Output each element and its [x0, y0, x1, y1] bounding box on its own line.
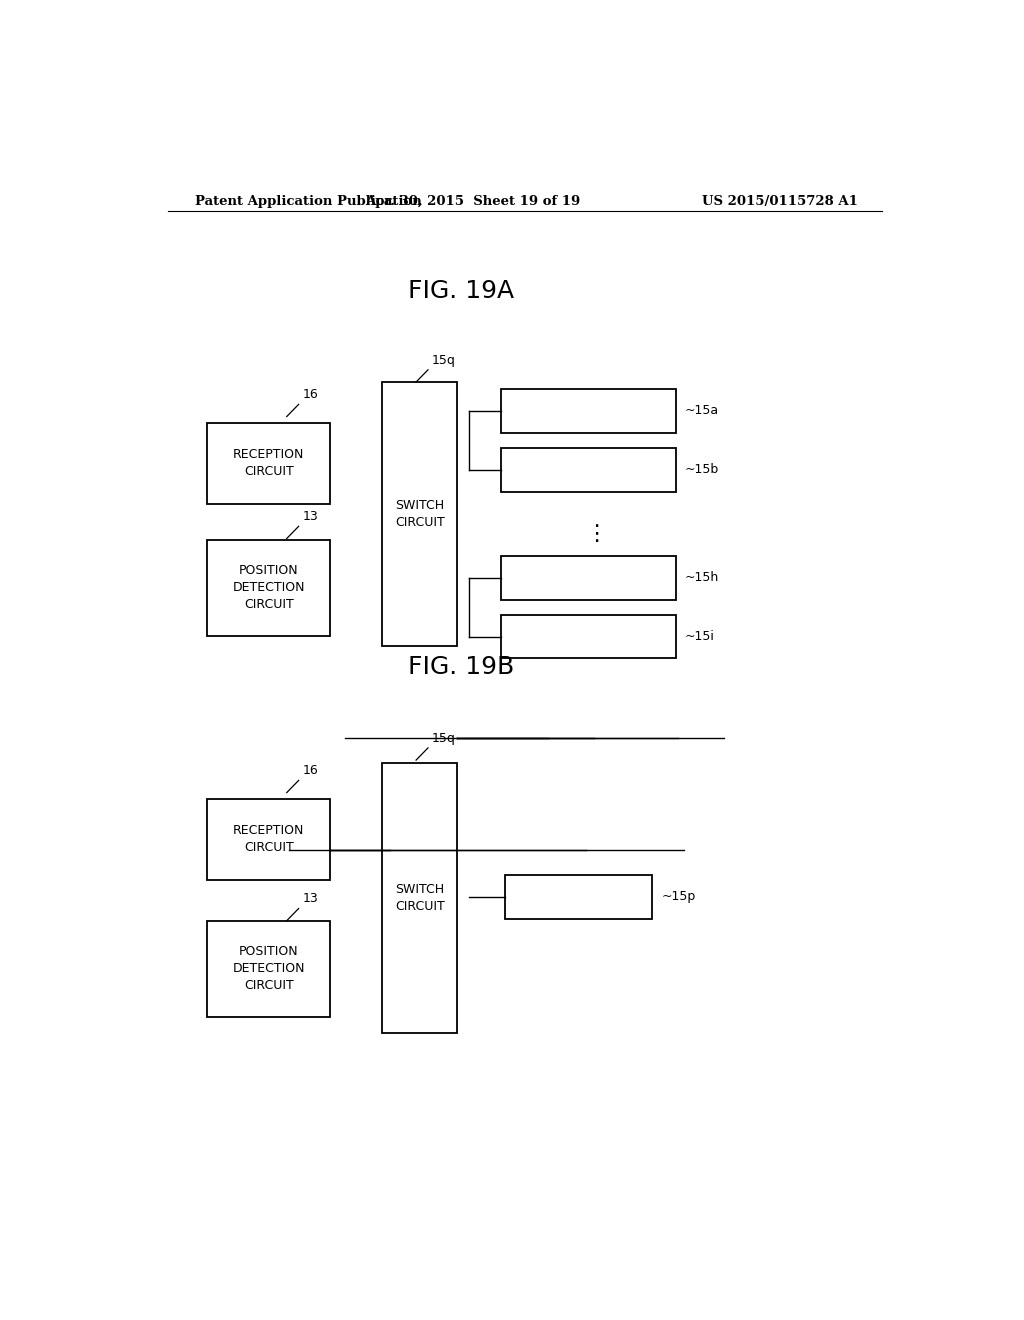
Text: 16: 16	[303, 764, 318, 777]
Bar	[505, 875, 651, 919]
Text: 13: 13	[303, 511, 318, 523]
Bar	[501, 615, 676, 659]
Text: ~15p: ~15p	[662, 890, 695, 903]
Bar	[207, 799, 331, 880]
Text: 15q: 15q	[432, 731, 456, 744]
Text: SWITCH
CIRCUIT: SWITCH CIRCUIT	[395, 499, 444, 529]
Text: 13: 13	[303, 892, 318, 906]
Text: 16: 16	[303, 388, 318, 401]
Text: ~15h: ~15h	[685, 572, 719, 585]
Bar	[382, 763, 458, 1032]
Text: ~15a: ~15a	[685, 404, 719, 417]
Text: Patent Application Publication: Patent Application Publication	[196, 194, 422, 207]
Bar	[207, 540, 331, 636]
Bar	[501, 447, 676, 492]
Text: ⋮: ⋮	[585, 524, 607, 544]
Text: ~15b: ~15b	[685, 463, 719, 477]
Bar	[501, 389, 676, 433]
Text: RECEPTION
CIRCUIT: RECEPTION CIRCUIT	[233, 449, 304, 478]
Text: RECEPTION
CIRCUIT: RECEPTION CIRCUIT	[233, 825, 304, 854]
Bar	[207, 921, 331, 1018]
Text: 15q: 15q	[432, 354, 456, 367]
Text: FIG. 19A: FIG. 19A	[409, 279, 514, 302]
Text: ~15i: ~15i	[685, 630, 715, 643]
Bar	[207, 422, 331, 504]
Text: FIG. 19B: FIG. 19B	[409, 655, 514, 678]
Text: US 2015/0115728 A1: US 2015/0115728 A1	[702, 194, 858, 207]
Text: SWITCH
CIRCUIT: SWITCH CIRCUIT	[395, 883, 444, 913]
Text: POSITION
DETECTION
CIRCUIT: POSITION DETECTION CIRCUIT	[232, 945, 305, 993]
Text: Apr. 30, 2015  Sheet 19 of 19: Apr. 30, 2015 Sheet 19 of 19	[366, 194, 581, 207]
Text: POSITION
DETECTION
CIRCUIT: POSITION DETECTION CIRCUIT	[232, 565, 305, 611]
Bar	[382, 381, 458, 647]
Bar	[501, 556, 676, 599]
